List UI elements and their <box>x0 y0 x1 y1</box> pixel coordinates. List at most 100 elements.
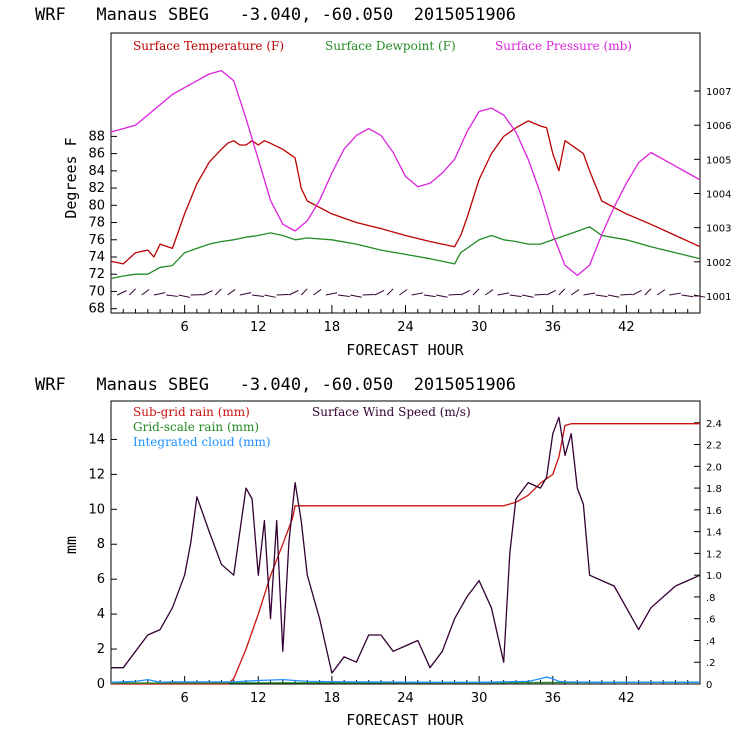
ytick-label: 12 <box>88 467 105 482</box>
temperature-line <box>110 120 701 265</box>
wind-barb <box>656 289 666 296</box>
ytick-label: 78 <box>88 216 105 231</box>
wind-barb <box>252 294 264 297</box>
panel2-y-axis: 0 2 4 6 8 10 12 14 <box>88 432 117 692</box>
wind-barb <box>521 294 534 298</box>
xtick-label: 24 <box>397 691 414 706</box>
xtick-label: 6 <box>180 320 188 335</box>
wind-barb <box>436 294 448 298</box>
wind-barb <box>411 292 424 296</box>
wind-barb <box>620 293 633 296</box>
panel2-ylabel: mm <box>62 536 80 554</box>
wind-barb <box>288 290 299 296</box>
ytick-label: 80 <box>88 198 105 213</box>
y2tick-label: 1004 <box>706 189 731 200</box>
ytick-label: 88 <box>88 129 105 144</box>
panel2-x-axis: 6 12 18 24 30 36 42 <box>122 676 689 706</box>
panel2-xlabel: FORECAST HOUR <box>346 711 464 729</box>
ytick-label: 84 <box>88 164 105 179</box>
wind-barb <box>509 294 522 298</box>
y2tick-label: 1007 <box>706 87 731 98</box>
wind-barb <box>141 288 150 296</box>
ytick-label: 74 <box>88 250 105 265</box>
ytick-label: 6 <box>97 572 105 587</box>
wind-barb <box>595 294 608 298</box>
wind-barb <box>350 294 362 298</box>
y2tick-label: 1.6 <box>706 506 722 517</box>
y2tick-label: 1.2 <box>706 549 722 560</box>
wind-barb <box>681 294 694 298</box>
wind-barb <box>669 292 681 296</box>
subgrid-rain-line <box>111 423 700 685</box>
ytick-label: 82 <box>88 181 105 196</box>
panel2-title: WRF Manaus SBEG -3.040, -60.050 20150519… <box>35 375 516 395</box>
y2tick-label: .8 <box>706 593 716 604</box>
ytick-label: 76 <box>88 233 105 248</box>
wind-barbs <box>116 288 706 298</box>
legend-surface-temperature: Surface Temperature (F) <box>133 39 284 53</box>
ytick-label: 68 <box>88 302 105 317</box>
wind-barb <box>570 289 580 296</box>
xtick-label: 30 <box>471 691 488 706</box>
ytick-label: 14 <box>88 432 105 447</box>
wind-barb <box>264 294 276 298</box>
y2tick-label: 1.0 <box>706 571 722 582</box>
legend-surface-pressure: Surface Pressure (mb) <box>495 39 632 53</box>
wind-barb <box>166 294 179 297</box>
wind-barb <box>362 293 375 296</box>
wind-barb <box>386 288 394 296</box>
xtick-label: 24 <box>397 320 414 335</box>
legend-integrated-cloud: Integrated cloud (mm) <box>133 435 271 449</box>
y2tick-label: 1001 <box>706 292 731 303</box>
legend-subgrid-rain: Sub-grid rain (mm) <box>133 405 250 419</box>
xtick-label: 12 <box>250 691 267 706</box>
wind-barb <box>129 288 136 296</box>
wind-barb <box>546 289 556 296</box>
ytick-label: 70 <box>88 284 105 299</box>
y2tick-label: 1005 <box>706 155 731 166</box>
legend-gridscale-rain: Grid-scale rain (mm) <box>133 420 259 434</box>
wind-barb <box>214 288 222 296</box>
wind-barb <box>472 288 480 296</box>
panel1-frame <box>110 32 701 314</box>
wind-barb <box>583 292 596 296</box>
legend-surface-dewpoint: Surface Dewpoint (F) <box>325 39 456 53</box>
pressure-line <box>110 69 701 277</box>
wind-barb <box>153 292 166 296</box>
panel1-y-axis: 68 70 72 74 76 78 80 82 84 86 88 <box>88 129 117 317</box>
wind-barb <box>337 294 350 298</box>
wind-barb <box>484 289 494 296</box>
ytick-label: 0 <box>97 677 105 692</box>
panel2-y2-axis: 0 .2 .4 .6 .8 1.0 1.2 1.4 1.6 1.8 2.0 2.2 2.4 <box>694 419 722 691</box>
panel1-series <box>110 69 701 280</box>
xtick-label: 30 <box>471 320 488 335</box>
wind-barb <box>558 288 566 296</box>
wind-barb <box>497 292 510 296</box>
wind-barb <box>693 294 706 298</box>
xtick-label: 42 <box>618 320 635 335</box>
dewpoint-line <box>110 226 701 280</box>
xtick-label: 42 <box>618 691 635 706</box>
wind-barb <box>325 292 338 296</box>
ytick-label: 4 <box>97 607 105 622</box>
ytick-label: 72 <box>88 267 105 282</box>
xtick-label: 12 <box>250 320 267 335</box>
wind-barb <box>534 293 547 296</box>
xtick-label: 36 <box>544 320 561 335</box>
wind-speed-line <box>111 416 701 674</box>
y2tick-label: .2 <box>706 658 716 669</box>
xtick-label: 36 <box>544 691 561 706</box>
legend-surface-wind-speed: Surface Wind Speed (m/s) <box>312 405 471 419</box>
wind-barb <box>227 289 236 296</box>
y2tick-label: 2.2 <box>706 441 722 452</box>
wind-barb <box>239 292 252 296</box>
y2tick-label: 2.4 <box>706 419 722 430</box>
panel1-title: WRF Manaus SBEG -3.040, -60.050 20150519… <box>35 5 516 25</box>
wind-barb <box>178 294 190 298</box>
y2tick-label: 2.0 <box>706 462 722 473</box>
wind-barb <box>448 293 461 296</box>
y2tick-label: .4 <box>706 636 716 647</box>
xtick-label: 18 <box>324 320 341 335</box>
panel1-ylabel: Degrees F <box>62 137 80 218</box>
